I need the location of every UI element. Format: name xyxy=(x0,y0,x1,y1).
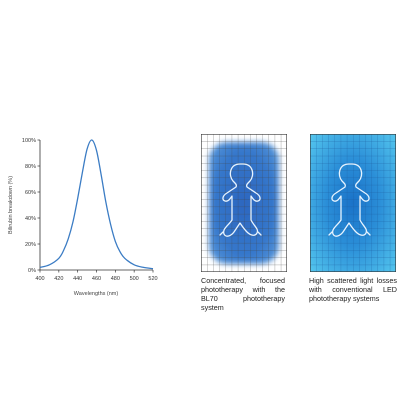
x-ticks: 400 420 440 460 480 500 520 xyxy=(35,270,158,282)
x-tick-label: 500 xyxy=(130,276,139,282)
scattered-light-caption: High scattered light losses with convent… xyxy=(309,276,397,303)
scattered-light-panel xyxy=(310,134,396,272)
y-tick-label: 40% xyxy=(25,216,36,222)
wavelength-chart: 0% 20% 40% 60% 80% 100% 400 420 440 460 480 500 520… xyxy=(8,138,158,297)
y-tick-label: 60% xyxy=(25,190,36,196)
x-tick-label: 480 xyxy=(111,276,120,282)
series-line-bilirubin xyxy=(39,139,154,270)
y-tick-label: 100% xyxy=(22,138,36,144)
y-tick-label: 20% xyxy=(25,242,36,248)
y-ticks: 0% 20% 40% 60% 80% 100% xyxy=(22,138,40,274)
x-tick-label: 520 xyxy=(148,276,157,282)
x-tick-label: 400 xyxy=(35,276,44,282)
x-tick-label: 420 xyxy=(54,276,63,282)
baby-outline-icon xyxy=(219,163,262,237)
x-tick-label: 460 xyxy=(92,276,101,282)
focused-phototherapy-panel xyxy=(201,134,287,272)
y-tick-label: 0% xyxy=(28,268,36,274)
y-axis-label: Bilirubin breakdown (%) xyxy=(8,176,14,234)
x-tick-label: 440 xyxy=(73,276,82,282)
baby-outline-icon xyxy=(328,163,371,237)
x-axis-label: Wavelengths (nm) xyxy=(74,291,119,297)
focused-phototherapy-caption: Concentrated, focused phototherapy with … xyxy=(201,276,285,312)
y-tick-label: 80% xyxy=(25,164,36,170)
